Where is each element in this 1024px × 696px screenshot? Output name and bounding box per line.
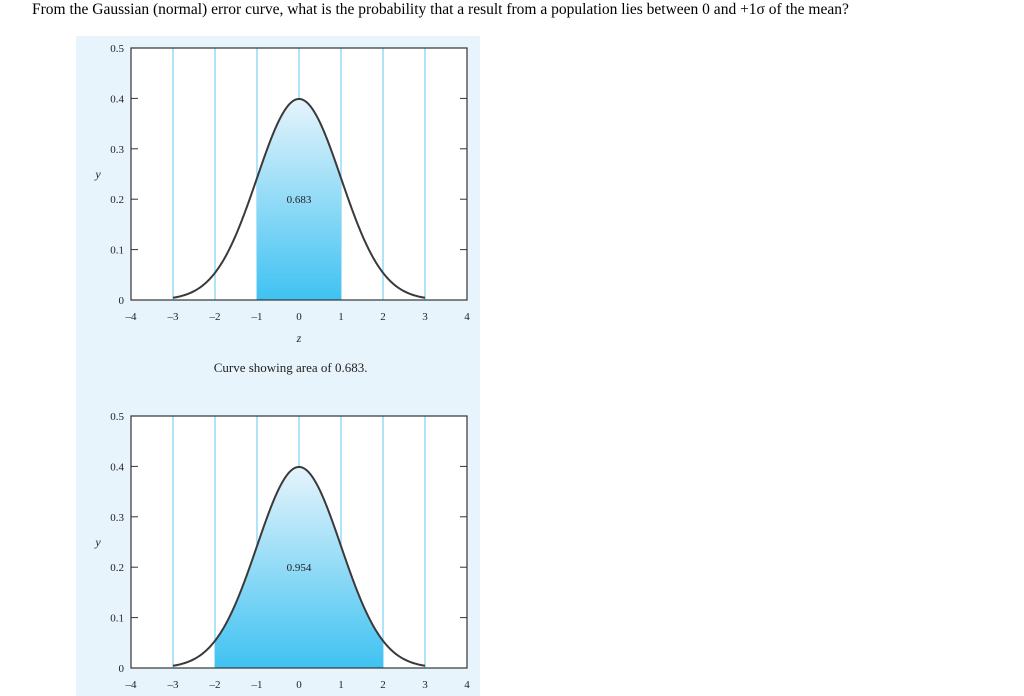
y-tick-label: 0.5	[110, 411, 124, 423]
x-tick-label: –2	[209, 311, 221, 323]
y-axis-label: y	[94, 535, 101, 549]
y-tick-label: 0	[119, 663, 125, 675]
x-tick-label: 0	[296, 311, 302, 323]
y-tick-label: 0	[119, 295, 125, 307]
shaded-area	[215, 466, 383, 668]
gaussian-curve	[172, 97, 426, 299]
y-axis-label: y	[94, 167, 101, 181]
x-tick-label: 3	[422, 679, 428, 691]
area-value-label: 0.683	[287, 194, 312, 206]
x-tick-label: 0	[296, 679, 302, 691]
x-tick-label: –4	[125, 679, 138, 691]
gaussian-curve	[172, 465, 426, 667]
x-tick-label: –2	[209, 679, 221, 691]
x-tick-label: –1	[251, 311, 263, 323]
y-tick-label: 0.3	[110, 512, 124, 524]
x-tick-label: 1	[338, 679, 344, 691]
x-axis-label: z	[296, 331, 302, 345]
x-tick-label: –4	[125, 311, 138, 323]
y-tick-label: 0.2	[110, 562, 124, 574]
x-tick-label: 4	[464, 311, 470, 323]
x-tick-label: 3	[422, 311, 428, 323]
y-tick-label: 0.3	[110, 144, 124, 156]
question-text: From the Gaussian (normal) error curve, …	[32, 1, 849, 18]
x-tick-label: –3	[167, 311, 180, 323]
y-tick-label: 0.1	[110, 245, 124, 257]
chart-caption: Curve showing area of 0.683.	[214, 360, 368, 375]
x-tick-label: –1	[251, 679, 263, 691]
x-tick-label: –3	[167, 679, 180, 691]
y-tick-label: 0.2	[110, 194, 124, 206]
y-tick-label: 0.1	[110, 613, 124, 625]
x-tick-label: 2	[380, 311, 386, 323]
x-tick-label: 1	[338, 311, 344, 323]
area-value-label: 0.954	[287, 562, 312, 574]
x-tick-label: 4	[464, 679, 470, 691]
x-tick-label: 2	[380, 679, 386, 691]
y-tick-label: 0.4	[110, 461, 124, 473]
plot-frame	[130, 47, 468, 301]
y-tick-label: 0.4	[110, 93, 124, 105]
shaded-area	[257, 98, 341, 301]
y-tick-label: 0.5	[110, 43, 124, 55]
plot-frame	[130, 415, 468, 669]
